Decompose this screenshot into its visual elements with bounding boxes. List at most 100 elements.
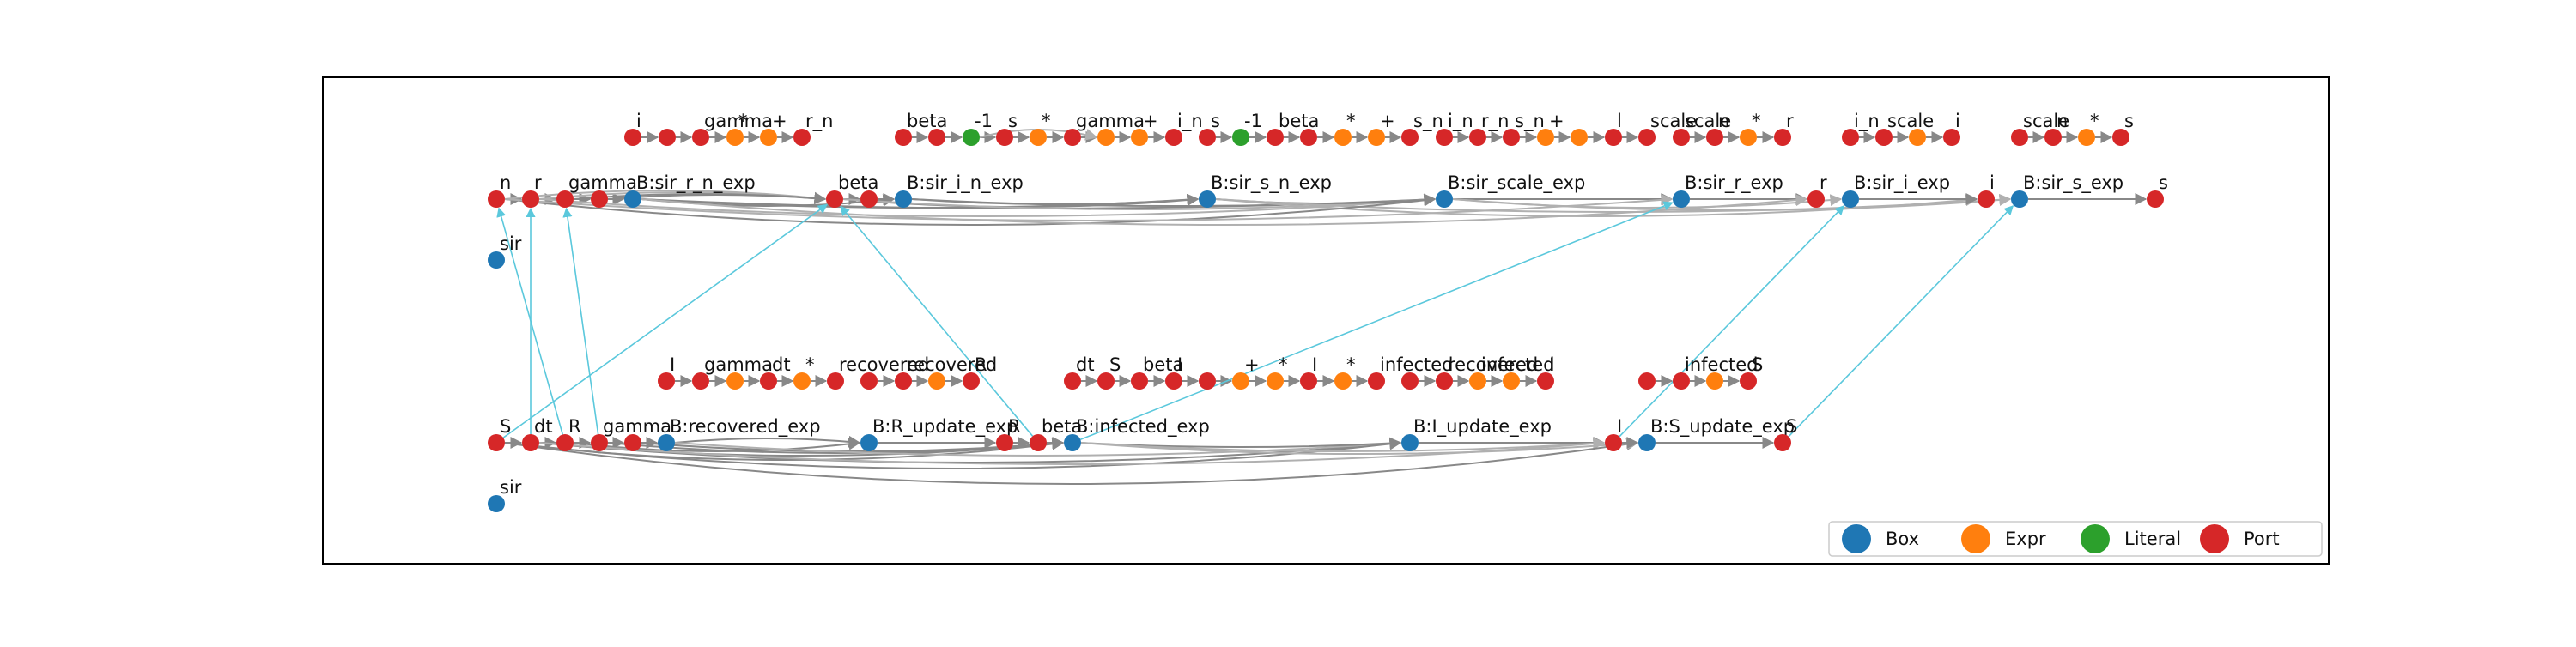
port-node-g7_n: [2044, 129, 2062, 146]
port-node-b_dt: [522, 434, 539, 451]
expr-node-g1_plus: [760, 129, 777, 146]
edge-b_S_out-to-B_s: [1788, 205, 2014, 438]
node-label-B_inf: B:infected_exp: [1076, 416, 1210, 438]
node-label-g2_lit1: -1: [975, 111, 993, 131]
expr-node-g2_mul1: [1030, 129, 1047, 146]
node-label-b_I_out: I: [1617, 416, 1622, 437]
expr-node-h2_e: [928, 372, 945, 390]
expr-node-h1_e: [726, 372, 744, 390]
edge-b_I_out-to-B_i: [1619, 205, 1845, 438]
port-node-g1_i: [624, 129, 641, 146]
port-node-g2_beta: [895, 129, 912, 146]
port-node-g2_gamma: [1064, 129, 1081, 146]
port-node-h1_dt: [760, 372, 777, 390]
node-label-g1_plus: +: [772, 111, 787, 131]
port-node-g5_r: [1774, 129, 1791, 146]
node-label-B_scale: B:sir_scale_exp: [1448, 172, 1585, 194]
box-node-B_sn: [1199, 190, 1216, 208]
node-label-h5_inf: infected: [1685, 354, 1759, 375]
node-label-t_r: r: [534, 172, 542, 193]
port-node-h5_S: [1740, 372, 1757, 390]
port-node-h5_p1: [1638, 372, 1656, 390]
expr-node-h5_e: [1706, 372, 1723, 390]
expr-node-h3_mul2: [1334, 372, 1352, 390]
node-label-h5_S: S: [1752, 354, 1763, 375]
port-node-h4_p1: [1401, 372, 1419, 390]
edge-B_rec-to-B_Iu: [674, 437, 1402, 457]
legend-marker-box: [1842, 524, 1871, 553]
node-label-g4_in: i_n: [1448, 111, 1473, 132]
node-label-t_beta: beta: [838, 172, 878, 193]
expr-node-h3_plus: [1232, 372, 1249, 390]
node-label-g5_mul: *: [1752, 111, 1761, 131]
node-label-B_r: B:sir_r_exp: [1685, 172, 1783, 194]
edge-B_sn-to-B_s: [1215, 193, 2012, 213]
node-label-g2_mul1: *: [1042, 111, 1051, 131]
edge-B_inf-to-B_Su: [1080, 438, 1639, 455]
node-label-h4_inf: infected: [1481, 354, 1555, 375]
node-label-g7_n: n: [2057, 111, 2068, 131]
node-label-B_rec: B:recovered_exp: [670, 416, 821, 438]
port-node-g7_scale: [2011, 129, 2028, 146]
box-node-B_scale: [1436, 190, 1453, 208]
port-node-b_beta: [1030, 434, 1047, 451]
legend-marker-literal: [2081, 524, 2110, 553]
port-node-g6_scale: [1875, 129, 1893, 146]
port-node-b_I_out: [1605, 434, 1622, 451]
edge-b_R-to-B_Ru: [573, 438, 861, 452]
node-label-B_rn: B:sir_r_n_exp: [636, 172, 756, 194]
legend-label-box: Box: [1886, 529, 1919, 549]
legend-marker-port: [2200, 524, 2229, 553]
literal-node-g3_lit1: [1232, 129, 1249, 146]
box-node-B_rec: [658, 434, 675, 451]
edge-B_scale-to-B_s: [1452, 194, 2012, 211]
node-label-h1_rec: recovered: [839, 354, 929, 375]
node-label-g2_plus1: +: [1143, 111, 1158, 131]
port-node-t_beta: [826, 190, 843, 208]
expr-node-g3_plus: [1368, 129, 1385, 146]
port-node-b_gamma: [591, 434, 608, 451]
port-node-g5_n: [1706, 129, 1723, 146]
node-label-h3_mul2: *: [1346, 354, 1356, 375]
expr-node-h1_mul: [793, 372, 811, 390]
node-label-g1_i: i: [636, 111, 641, 131]
port-node-g3_beta: [1267, 129, 1284, 146]
node-label-t_s_out: s: [2159, 172, 2168, 193]
port-node-h2_rec: [895, 372, 912, 390]
box-node-B_Su: [1638, 434, 1656, 451]
node-label-b_R_out: R: [1008, 416, 1021, 437]
box-node-B_in: [895, 190, 912, 208]
node-label-b_beta: beta: [1042, 416, 1082, 437]
edge-B_rn-to-t_r_out: [641, 194, 1808, 226]
port-node-g2_p2: [928, 129, 945, 146]
port-node-h3_I2: [1300, 372, 1317, 390]
port-node-g2_s: [996, 129, 1013, 146]
expr-node-g6_e: [1909, 129, 1926, 146]
port-node-h1_gamma: [692, 372, 709, 390]
node-label-b_R: R: [568, 416, 581, 437]
port-node-g3_s: [1199, 129, 1216, 146]
port-node-h2_R: [963, 372, 980, 390]
edge-t_n-to-B_scale: [504, 194, 1437, 226]
port-node-t_p4: [591, 190, 608, 208]
node-label-g4_scale: scale: [1650, 111, 1697, 131]
port-node-h3_beta: [1131, 372, 1148, 390]
legend-label-expr: Expr: [2005, 529, 2046, 549]
node-label-h3_plus: +: [1244, 354, 1260, 375]
edge-t_n-to-B_r: [504, 193, 1674, 221]
port-node-g1_p2: [659, 129, 676, 146]
legend: Box Expr Literal Port: [1828, 521, 2323, 557]
legend-box: [1828, 521, 2323, 557]
port-node-g1_gamma: [692, 129, 709, 146]
expr-node-g7_mul: [2078, 129, 2095, 146]
legend-label-port: Port: [2244, 529, 2280, 549]
edge-b_S-to-t_beta: [502, 203, 828, 438]
node-label-g4_rn: r_n: [1481, 111, 1509, 132]
node-label-g5_scale: scale: [1685, 111, 1731, 131]
node-label-g1_rn: r_n: [805, 111, 833, 132]
box-node-t_sir: [488, 251, 505, 269]
node-label-t_sir: sir: [500, 233, 522, 254]
node-label-g7_mul: *: [2090, 111, 2099, 131]
